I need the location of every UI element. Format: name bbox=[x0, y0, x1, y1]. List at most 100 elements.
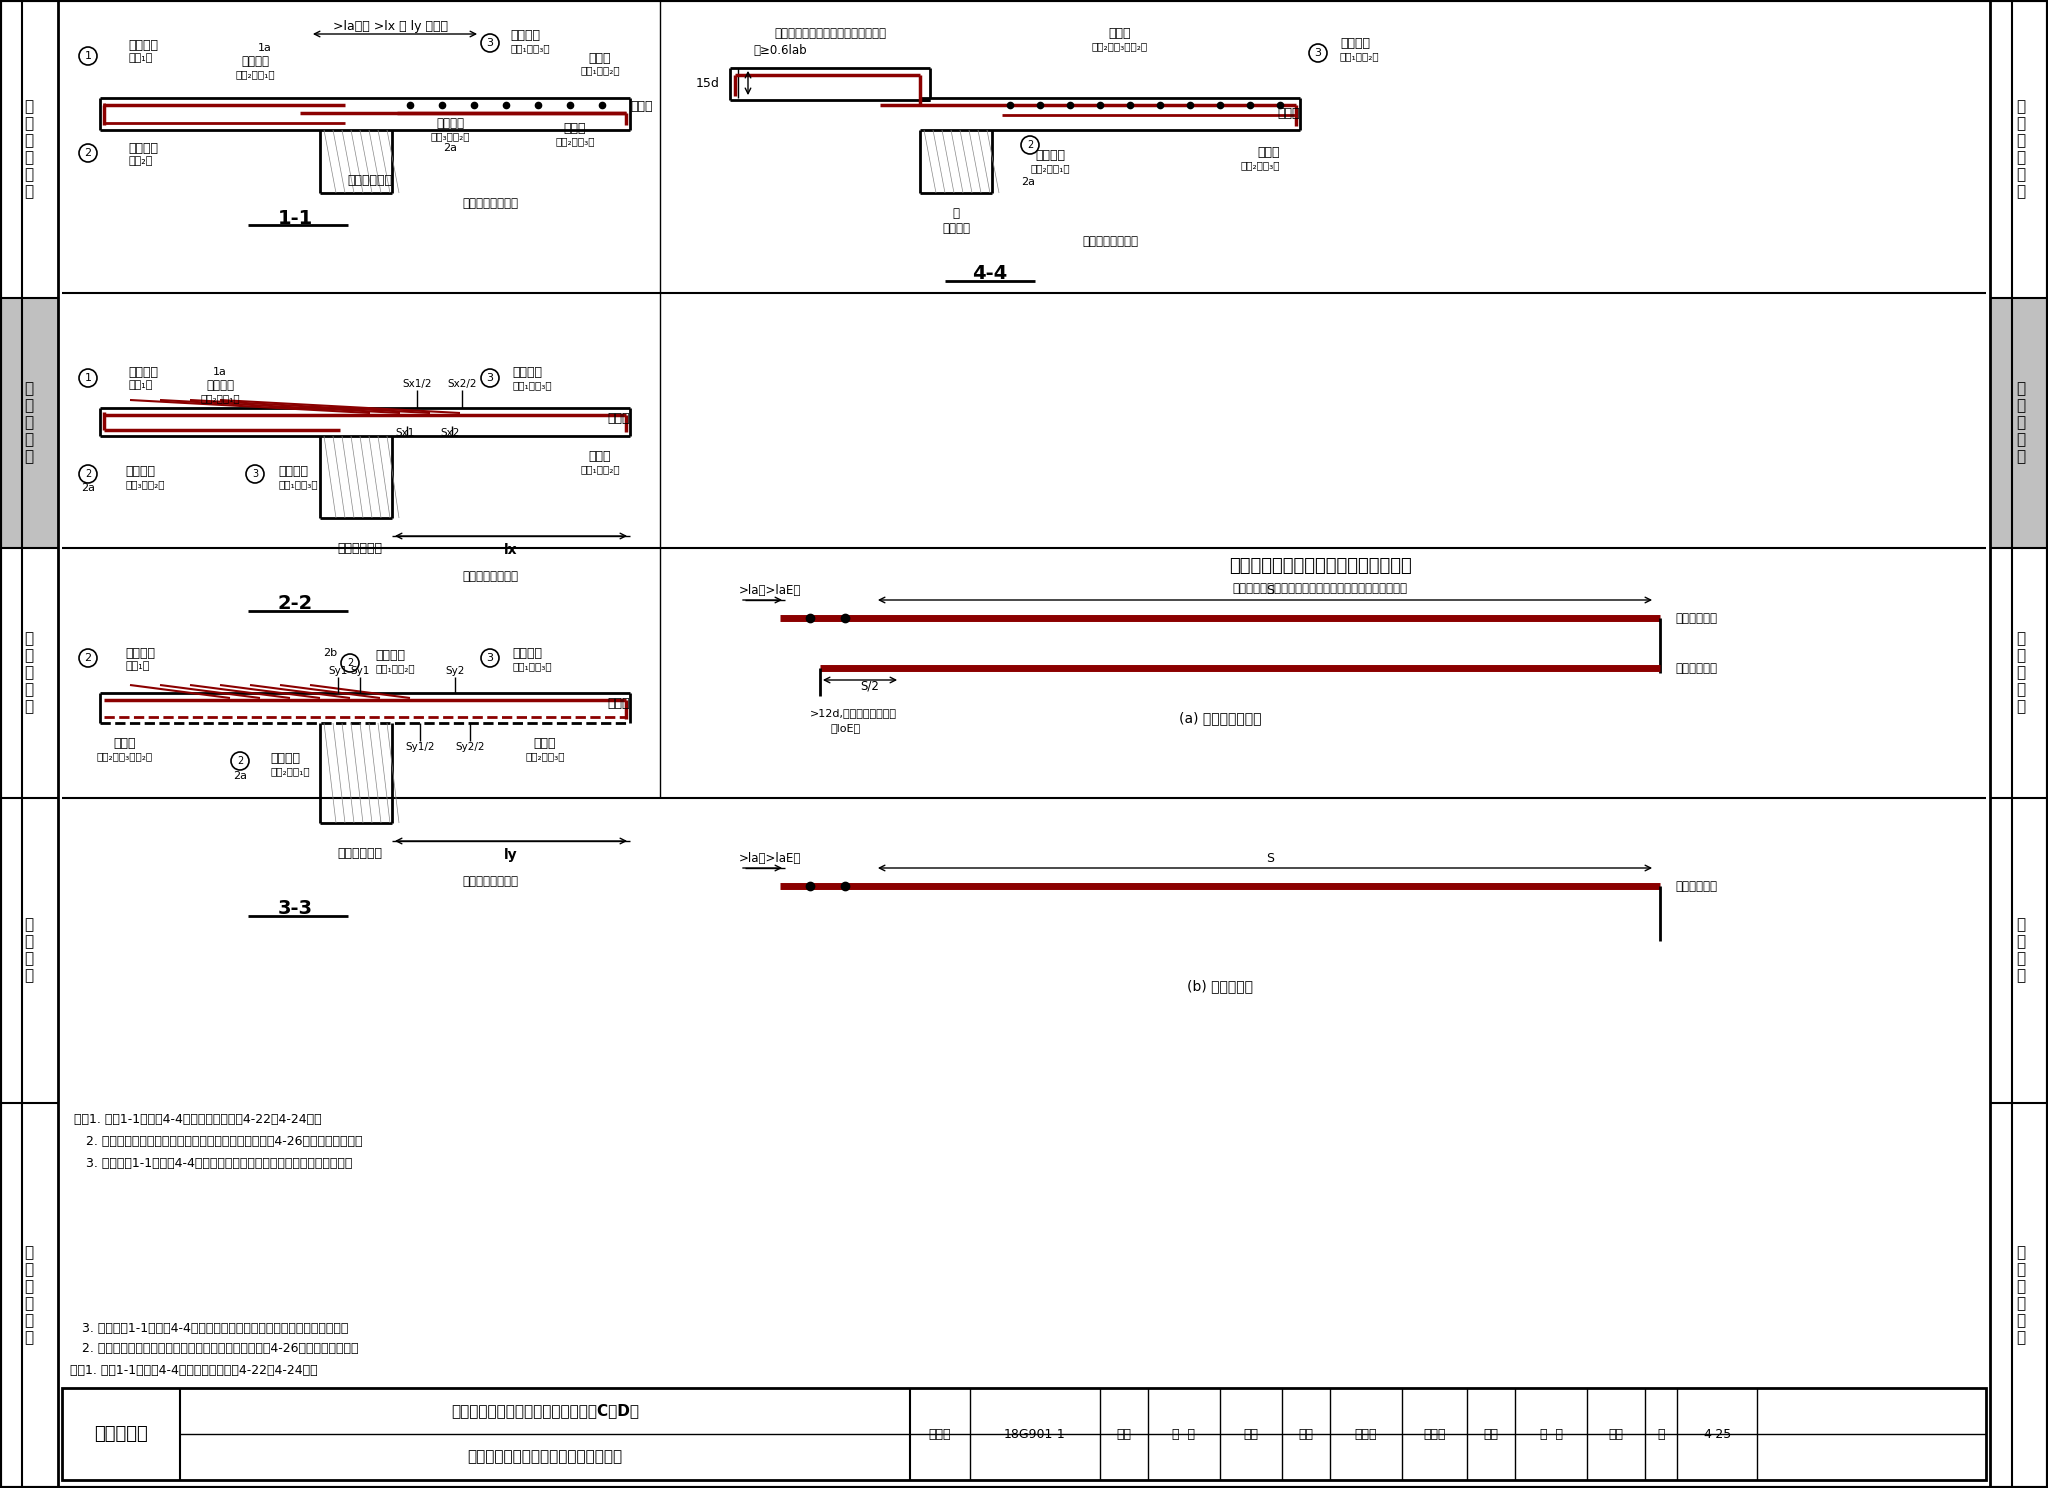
Text: 2: 2 bbox=[84, 147, 92, 158]
Text: 2a: 2a bbox=[1022, 177, 1034, 187]
Text: Sx1/2: Sx1/2 bbox=[401, 379, 432, 388]
Text: （上₁）: （上₁） bbox=[129, 54, 152, 62]
Text: 受力钢筋: 受力钢筋 bbox=[129, 39, 158, 52]
Text: 盖: 盖 bbox=[2017, 150, 2025, 165]
Text: 盖: 盖 bbox=[25, 150, 33, 165]
Text: 页: 页 bbox=[1657, 1427, 1665, 1440]
Text: 般: 般 bbox=[25, 1262, 33, 1278]
Text: Sy1: Sy1 bbox=[350, 667, 371, 676]
Text: 普: 普 bbox=[2017, 381, 2025, 396]
Text: 通: 通 bbox=[2017, 399, 2025, 414]
Text: 3: 3 bbox=[487, 39, 494, 48]
Text: （上₂～上₁）: （上₂～上₁） bbox=[270, 766, 309, 777]
Text: 梁或混凝土墙: 梁或混凝土墙 bbox=[338, 847, 383, 860]
Text: 架: 架 bbox=[2017, 934, 2025, 949]
Text: 无: 无 bbox=[25, 100, 33, 115]
Text: 伸至支座外侧纵向钢筋内侧向下弯锚: 伸至支座外侧纵向钢筋内侧向下弯锚 bbox=[774, 27, 887, 40]
Text: 部: 部 bbox=[2017, 683, 2025, 698]
Bar bbox=[61, 1388, 1987, 1481]
Text: 受力钢筋: 受力钢筋 bbox=[129, 366, 158, 378]
Text: （上₁）: （上₁） bbox=[125, 661, 150, 671]
Bar bbox=[0, 0, 57, 1488]
Text: 分布筋: 分布筋 bbox=[1257, 146, 1280, 159]
Text: 分: 分 bbox=[2017, 449, 2025, 464]
Text: （上₂～上₃）: （上₂～上₃） bbox=[524, 751, 565, 760]
Text: (a) 上、下部均配筋: (a) 上、下部均配筋 bbox=[1180, 711, 1262, 725]
Text: 一: 一 bbox=[2017, 1245, 2025, 1260]
Text: 2: 2 bbox=[84, 469, 90, 479]
Text: 1: 1 bbox=[84, 51, 92, 61]
Text: 3: 3 bbox=[487, 373, 494, 382]
Text: 注：1. 剖面1-1～剖面4-4位置详见本图集第4-22～4-24页。: 注：1. 剖面1-1～剖面4-4位置详见本图集第4-22～4-24页。 bbox=[70, 1363, 317, 1376]
Text: 刘以: 刘以 bbox=[1243, 1427, 1260, 1440]
Text: 分布筋: 分布筋 bbox=[115, 737, 137, 750]
Text: （上₁～上₂）: （上₁～上₂） bbox=[375, 664, 414, 673]
Text: （上₂～上₁）: （上₂～上₁） bbox=[236, 68, 274, 79]
Text: 梁: 梁 bbox=[25, 116, 33, 131]
Text: 受力钢筋: 受力钢筋 bbox=[129, 141, 158, 155]
Text: 2-2: 2-2 bbox=[276, 594, 313, 613]
Text: 架: 架 bbox=[25, 934, 33, 949]
Text: 梁或混凝土墙: 梁或混凝土墙 bbox=[338, 542, 383, 555]
Text: 放射钢筋: 放射钢筋 bbox=[510, 28, 541, 42]
Text: 分: 分 bbox=[25, 185, 33, 199]
Text: >12d,且至少到支座中线: >12d,且至少到支座中线 bbox=[811, 708, 897, 719]
Text: （上₃～上₂）: （上₃～上₂） bbox=[125, 479, 164, 490]
Text: 分: 分 bbox=[2017, 969, 2025, 984]
Text: 分布筋: 分布筋 bbox=[563, 122, 586, 134]
Text: 构造或分布筋: 构造或分布筋 bbox=[1675, 879, 1716, 893]
Text: 力: 力 bbox=[2017, 649, 2025, 664]
Text: 1-1: 1-1 bbox=[276, 208, 313, 228]
Text: （上₁～上₂）: （上₁～上₂） bbox=[1339, 51, 1380, 61]
Text: （上₂～上₃）: （上₂～上₃） bbox=[555, 135, 594, 146]
Text: 曹龙: 曹龙 bbox=[1608, 1427, 1624, 1440]
Text: lx: lx bbox=[504, 543, 518, 557]
Text: 受力钢筋: 受力钢筋 bbox=[125, 646, 156, 659]
Text: 2: 2 bbox=[238, 756, 244, 766]
Text: 2: 2 bbox=[1026, 140, 1032, 150]
Text: 校对: 校对 bbox=[1298, 1427, 1313, 1440]
Text: 刘  镁: 刘 镁 bbox=[1174, 1427, 1196, 1440]
Text: 分布筋: 分布筋 bbox=[588, 449, 610, 463]
Text: 图集号: 图集号 bbox=[928, 1427, 950, 1440]
Text: 求: 求 bbox=[2017, 1330, 2025, 1345]
Text: Sx1: Sx1 bbox=[395, 429, 414, 437]
Text: 分布筋: 分布筋 bbox=[535, 737, 557, 750]
Text: 悬挑板支座两侧有高差时钢筋排布构造: 悬挑板支座两侧有高差时钢筋排布构造 bbox=[467, 1449, 623, 1464]
Text: 4-25: 4-25 bbox=[1702, 1427, 1731, 1440]
Text: 造: 造 bbox=[2017, 1296, 2025, 1311]
Text: >la（>laE）: >la（>laE） bbox=[739, 583, 801, 597]
Text: S: S bbox=[1266, 583, 1274, 597]
Text: 无: 无 bbox=[2017, 100, 2025, 115]
Text: 2b: 2b bbox=[324, 647, 338, 658]
Text: 受力钢筋: 受力钢筋 bbox=[1034, 149, 1065, 162]
Text: 板: 板 bbox=[2017, 415, 2025, 430]
Text: （上₂～上₃～上₂）: （上₂～上₃～上₂） bbox=[1092, 42, 1149, 51]
Text: 分: 分 bbox=[2017, 699, 2025, 714]
Text: 剪: 剪 bbox=[25, 631, 33, 646]
Text: （上₂～上₃）: （上₂～上₃） bbox=[1241, 161, 1280, 170]
Text: 墙: 墙 bbox=[25, 665, 33, 680]
Text: 求: 求 bbox=[25, 1330, 33, 1345]
Text: 2a: 2a bbox=[82, 484, 94, 493]
Text: 一: 一 bbox=[25, 1245, 33, 1260]
Text: 曹  爽: 曹 爽 bbox=[1540, 1427, 1563, 1440]
Text: Sx2/2: Sx2/2 bbox=[446, 379, 477, 388]
Text: 部: 部 bbox=[25, 683, 33, 698]
Text: 3. 本页剖面1-1～剖面4-4仅表示悬挑板阳角上部钢筋，未表示下部钢筋。: 3. 本页剖面1-1～剖面4-4仅表示悬挑板阳角上部钢筋，未表示下部钢筋。 bbox=[70, 1321, 348, 1335]
Text: 悬挑板: 悬挑板 bbox=[608, 412, 631, 424]
Text: 3-3: 3-3 bbox=[276, 899, 313, 918]
Text: 悬挑板: 悬挑板 bbox=[1278, 107, 1300, 119]
Text: 高志强: 高志强 bbox=[1354, 1427, 1376, 1440]
Text: （上₂～上₃～上₂）: （上₂～上₃～上₂） bbox=[96, 751, 154, 760]
Text: 部: 部 bbox=[25, 951, 33, 967]
Text: （上₁～上₂）: （上₁～上₂） bbox=[580, 65, 621, 74]
Text: 2. 悬挑板阳角上部放射钢筋的排布构造要求与本图集第4-26页结合阅读使用。: 2. 悬挑板阳角上部放射钢筋的排布构造要求与本图集第4-26页结合阅读使用。 bbox=[74, 1135, 362, 1149]
Text: （上₁～上₃）: （上₁～上₃） bbox=[512, 661, 551, 671]
Text: 受力钢筋: 受力钢筋 bbox=[436, 116, 465, 129]
Text: 2. 悬挑板阳角上部放射钢筋的排布构造要求与本图集第4-26页结合阅读使用。: 2. 悬挑板阳角上部放射钢筋的排布构造要求与本图集第4-26页结合阅读使用。 bbox=[70, 1342, 358, 1356]
Text: Sx2: Sx2 bbox=[440, 429, 459, 437]
Text: 框: 框 bbox=[2017, 918, 2025, 933]
Text: 分: 分 bbox=[25, 969, 33, 984]
Text: 2a: 2a bbox=[442, 143, 457, 153]
